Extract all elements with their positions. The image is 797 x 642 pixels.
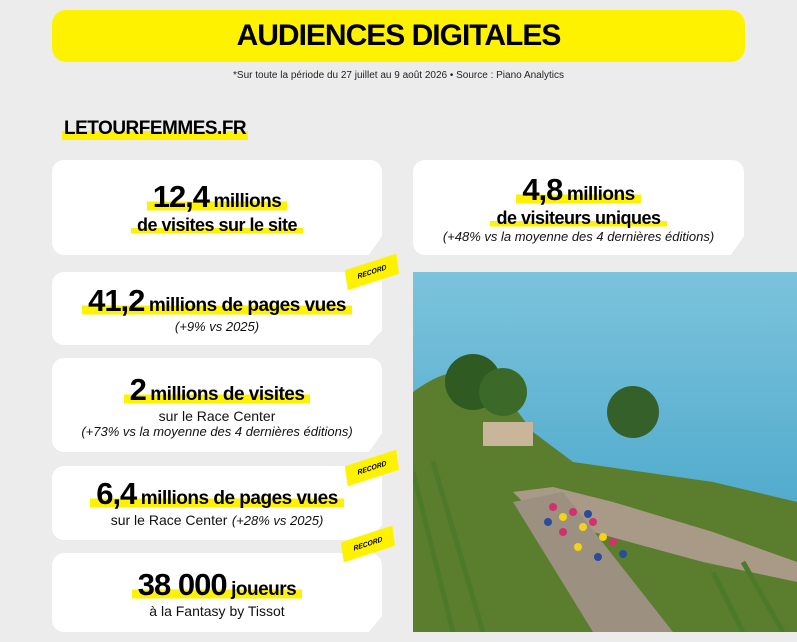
unit: millions [213, 191, 282, 212]
figure: 2 [129, 371, 147, 407]
figure: 6,4 [96, 476, 137, 511]
figure: 4,8 [522, 171, 563, 207]
unit: millions de visites [150, 383, 305, 405]
stat-card: 12,4 millions de visites sur le site [52, 160, 382, 255]
headline: 41,2 millions de pages vues [82, 283, 352, 319]
headline: 38 000 joueurs [131, 566, 303, 603]
line: de visites sur le site [130, 215, 304, 236]
unit: millions [566, 183, 635, 205]
line: sur le Race Center [110, 512, 228, 528]
headline: 12,4 millions [146, 179, 288, 215]
note: (+73% vs la moyenne des 4 dernières édit… [81, 423, 353, 439]
line: à la Fantasy by Tissot [149, 602, 285, 619]
title-banner: AUDIENCES DIGITALES [52, 10, 745, 62]
line-row: sur le Race Center (+28% vs 2025) [111, 512, 324, 530]
line: de visiteurs uniques [490, 207, 667, 229]
stat-card: 2 millions de visites sur le Race Center… [52, 358, 382, 452]
headline: 4,8 millions [516, 171, 641, 208]
note: (+48% vs la moyenne des 4 dernières édit… [442, 228, 715, 244]
stat-card: 6,4 millions de pages vues sur le Race C… [52, 466, 382, 540]
section-title: LETOURFEMMES.FR [62, 118, 249, 140]
stat-card: 38 000 joueurs à la Fantasy by Tissot [52, 553, 382, 632]
unit: millions de pages vues [148, 295, 347, 316]
title: AUDIENCES DIGITALES [236, 19, 562, 52]
stat-card: 41,2 millions de pages vues (+9% vs 2025… [52, 272, 382, 345]
note: (+28% vs 2025) [231, 513, 324, 528]
line: sur le Race Center [158, 407, 276, 424]
headline: 2 millions de visites [123, 371, 311, 408]
figure: 12,4 [152, 179, 210, 214]
headline: 6,4 millions de pages vues [90, 476, 344, 512]
stat-card: 4,8 millions de visiteurs uniques (+48% … [413, 160, 744, 255]
note: (+9% vs 2025) [174, 319, 260, 334]
photo [413, 272, 797, 632]
unit: joueurs [231, 578, 297, 600]
figure: 41,2 [88, 283, 145, 318]
figure: 38 000 [137, 566, 228, 602]
source-note: *Sur toute la période du 27 juillet au 9… [233, 70, 564, 81]
unit: millions de pages vues [140, 488, 339, 509]
